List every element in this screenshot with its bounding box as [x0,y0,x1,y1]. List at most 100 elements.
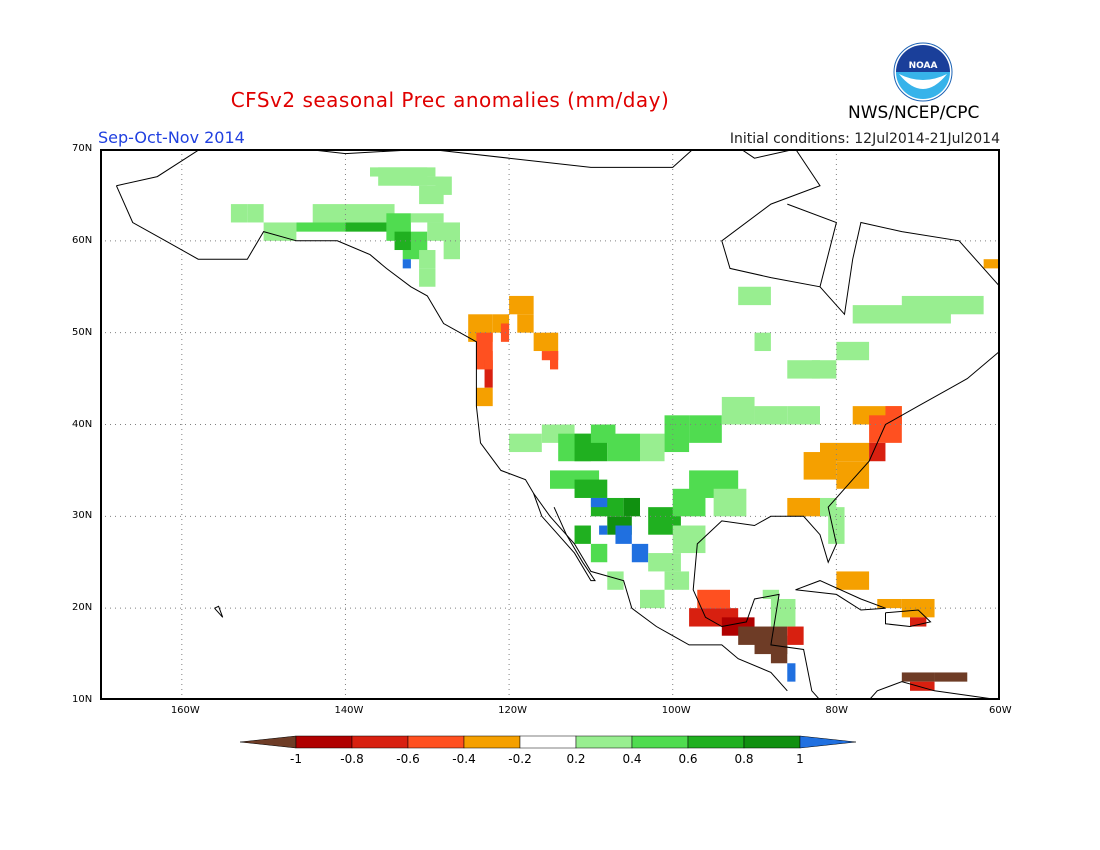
anomaly-cell [517,314,534,333]
legend-swatch [743,735,801,749]
anomaly-cell [402,259,411,269]
longitude-label: 100W [661,705,691,716]
anomaly-cell [599,525,608,535]
anomaly-cell [664,415,690,453]
anomaly-cell [419,250,436,269]
latitude-label: 30N [72,510,93,522]
anomaly-cell [983,259,1000,269]
coastline [868,681,1000,700]
legend-swatch [463,735,521,749]
latitude-label: 10N [72,694,93,705]
legend-swatch [407,735,465,749]
anomaly-cell [509,433,542,453]
latitude-label: 60N [72,234,93,246]
anomaly-cell [648,553,681,572]
anomaly-cell [476,387,493,407]
anomaly-cell [370,167,436,177]
anomaly-cell [738,286,771,306]
gridlines [100,149,1000,700]
legend-swatch [351,735,409,749]
anomaly-cell [640,433,665,462]
longitude-label: 160W [170,705,200,716]
anomaly-cell [721,396,755,425]
anomaly-cell [623,497,640,517]
anomaly-cell [394,231,411,251]
anomaly-cell [533,332,559,352]
anomaly-cell [754,332,771,352]
latitude-label: 70N [72,143,93,154]
anomaly-cell [230,204,248,223]
legend-tick-label: 0.2 [566,752,586,766]
anomaly-cell [484,351,493,370]
legend-tick-label: 0.4 [622,752,642,766]
anomaly-cell [901,672,935,682]
anomaly-cell [410,176,444,186]
legend-tick-label: -0.2 [508,752,532,766]
coastline [116,149,1000,700]
legend-swatch [295,735,353,749]
legend-swatch [240,735,297,749]
anomaly-cell [762,589,780,599]
anomaly-cell [574,479,608,498]
anomaly-cell [885,406,902,425]
legend-swatch [575,735,633,749]
anomaly-cell [484,360,493,388]
anomaly-cell [247,204,264,223]
anomaly-cell [443,222,460,260]
anomaly-cell [869,442,886,462]
legend-swatch [631,735,689,749]
anomaly-cell [901,598,935,618]
anomaly-cell [910,681,935,691]
anomaly-cell [836,341,870,361]
legend-swatch [519,735,577,749]
legend-swatch [687,735,745,749]
legend-tick-label: -0.6 [396,752,420,766]
anomaly-cell [640,589,665,609]
longitude-label: 80W [825,705,848,716]
anomaly-cell [910,617,927,627]
anomaly-cell [770,644,788,664]
anomaly-cell [836,461,870,489]
season-label: Sep-Oct-Nov 2014 [98,128,245,147]
anomaly-cell [419,268,436,287]
anomaly-cell [689,415,722,443]
anomaly-cell [296,222,346,232]
anomaly-cell [787,663,796,682]
coastline [885,609,932,628]
map-frame [100,149,1000,700]
anomaly-cell [615,525,632,544]
anomaly-cell [787,626,804,645]
latitude-label: 40N [72,418,93,430]
agency-label: NWS/NCEP/CPC [848,103,980,123]
initial-conditions-label: Initial conditions: 12Jul2014-21Jul2014 [729,131,1000,147]
coastline [214,605,224,618]
anomaly-cell [934,672,968,682]
latitude-label: 50N [72,326,93,338]
anomaly-cell [263,222,297,241]
anomaly-cell [607,571,624,590]
color-legend [240,735,857,749]
longitude-label: 60W [989,705,1012,716]
anomaly-cell [509,295,534,315]
legend-swatch [799,735,857,749]
anomaly-cell [877,598,902,609]
anomaly-cell [836,571,870,590]
anomaly-cell [410,213,444,223]
noaa-logo-icon: NOAA [893,42,953,102]
anomaly-cell [787,406,820,425]
anomaly-cell [672,525,706,554]
legend-tick-label: -0.8 [340,752,364,766]
longitude-label: 120W [498,705,528,716]
anomaly-cell [590,543,608,563]
anomaly-cell [435,176,452,195]
latitude-label: 20N [72,602,93,614]
legend-tick-label: 0.6 [678,752,698,766]
anomaly-cell [828,507,845,544]
anomaly-cell [312,204,395,223]
anomaly-map [100,149,1000,700]
anomaly-cell [754,406,788,425]
coastline [115,185,788,692]
chart-title: CFSv2 seasonal Prec anomalies (mm/day) [230,88,670,112]
anomaly-cell [787,497,820,517]
anomaly-cell [901,295,984,315]
